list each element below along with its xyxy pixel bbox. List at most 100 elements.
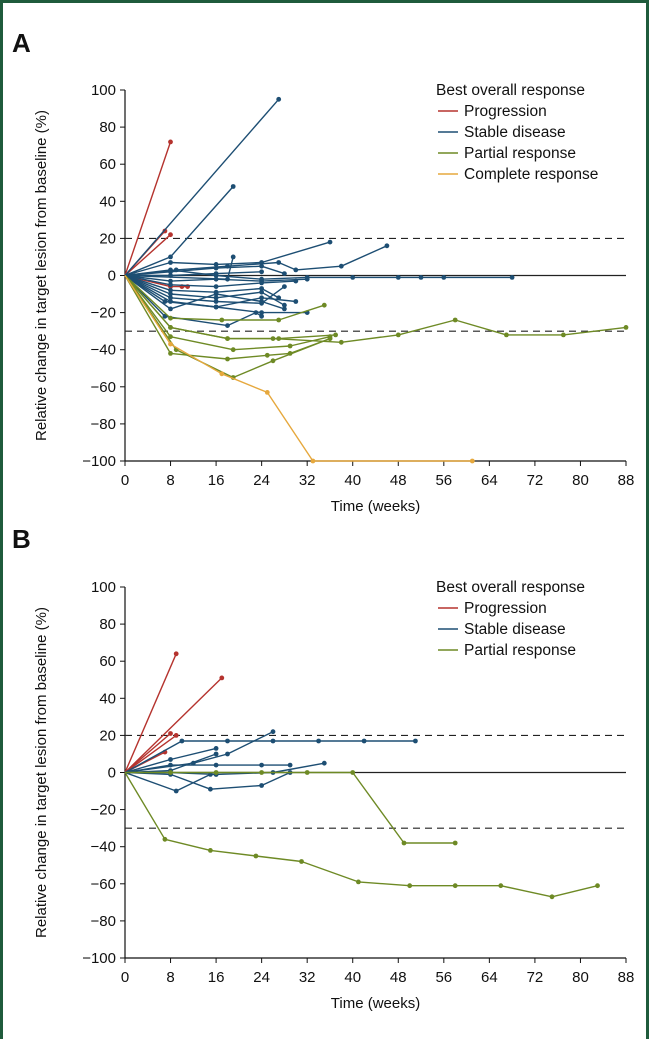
x-tick-label: 16 bbox=[208, 472, 225, 489]
x-tick-label: 64 bbox=[481, 969, 498, 986]
data-point-partial-response bbox=[225, 356, 230, 362]
panel-label-b: B bbox=[12, 524, 31, 554]
y-tick-label: 0 bbox=[108, 268, 116, 285]
y-tick-label: 100 bbox=[91, 579, 116, 596]
legend-label-progression: Progression bbox=[464, 103, 547, 120]
data-point-complete-response bbox=[219, 371, 225, 377]
data-point-partial-response bbox=[168, 325, 173, 330]
data-point-stable-disease bbox=[259, 280, 264, 286]
data-point-partial-response bbox=[333, 332, 338, 338]
y-tick-label: −40 bbox=[91, 342, 116, 359]
data-point-progression bbox=[173, 733, 179, 738]
data-point-stable-disease bbox=[259, 310, 264, 315]
data-point-stable-disease bbox=[168, 278, 173, 284]
data-point-stable-disease bbox=[213, 276, 219, 282]
data-point-stable-disease bbox=[304, 276, 310, 282]
data-point-stable-disease bbox=[441, 275, 447, 280]
data-point-stable-disease bbox=[168, 762, 173, 768]
series-line-stable-disease bbox=[124, 186, 234, 277]
data-point-stable-disease bbox=[259, 295, 264, 301]
series-line-stable-disease bbox=[124, 98, 280, 276]
data-point-stable-disease bbox=[395, 275, 401, 280]
x-tick-label: 0 bbox=[121, 969, 129, 986]
data-point-progression bbox=[168, 232, 173, 238]
data-point-partial-response bbox=[304, 770, 310, 775]
data-point-stable-disease bbox=[259, 313, 264, 319]
data-point-stable-disease bbox=[276, 260, 282, 265]
legend-label-stable-disease: Stable disease bbox=[464, 621, 566, 638]
data-point-partial-response bbox=[623, 325, 629, 330]
data-point-partial-response bbox=[327, 336, 333, 341]
data-point-stable-disease bbox=[270, 738, 276, 744]
data-point-progression bbox=[173, 651, 179, 657]
data-point-complete-response bbox=[310, 458, 316, 464]
data-point-partial-response bbox=[168, 351, 173, 356]
data-point-partial-response bbox=[230, 347, 236, 353]
y-axis-title-b: Relative change in target lesion from ba… bbox=[33, 607, 50, 938]
data-point-stable-disease bbox=[259, 269, 264, 275]
data-point-stable-disease bbox=[509, 275, 515, 280]
series-line-progression bbox=[124, 734, 177, 774]
data-point-stable-disease bbox=[168, 282, 173, 288]
y-tick-label: −100 bbox=[82, 950, 116, 967]
data-point-stable-disease bbox=[259, 762, 264, 768]
data-point-stable-disease bbox=[168, 295, 173, 301]
data-point-stable-disease bbox=[213, 299, 219, 304]
data-point-stable-disease bbox=[213, 751, 219, 757]
data-point-progression bbox=[219, 675, 225, 681]
series-line-complete-response bbox=[124, 275, 473, 462]
data-point-partial-response bbox=[350, 770, 356, 775]
data-point-stable-disease bbox=[270, 729, 276, 735]
x-tick-label: 56 bbox=[435, 472, 452, 489]
data-point-partial-response bbox=[299, 859, 304, 864]
x-tick-label: 32 bbox=[299, 472, 316, 489]
data-point-stable-disease bbox=[213, 746, 219, 751]
data-point-stable-disease bbox=[259, 299, 264, 304]
data-point-stable-disease bbox=[225, 751, 230, 757]
data-point-progression bbox=[168, 731, 173, 736]
data-point-stable-disease bbox=[361, 738, 367, 744]
x-tick-label: 88 bbox=[618, 472, 635, 489]
data-point-partial-response bbox=[452, 317, 458, 323]
data-point-stable-disease bbox=[418, 275, 424, 280]
data-point-partial-response bbox=[168, 315, 173, 321]
x-tick-label: 32 bbox=[299, 969, 316, 986]
data-point-partial-response bbox=[213, 770, 219, 775]
y-tick-label: 20 bbox=[99, 230, 116, 247]
data-point-partial-response bbox=[549, 894, 555, 900]
data-point-partial-response bbox=[259, 770, 264, 775]
x-tick-label: 80 bbox=[572, 472, 589, 489]
data-point-stable-disease bbox=[162, 313, 168, 319]
data-point-partial-response bbox=[321, 302, 327, 308]
data-point-stable-disease bbox=[321, 760, 327, 766]
legend-label-stable-disease: Stable disease bbox=[464, 124, 566, 141]
y-tick-label: 60 bbox=[99, 156, 116, 173]
data-point-stable-disease bbox=[327, 239, 333, 245]
data-point-stable-disease bbox=[213, 265, 219, 271]
x-tick-label: 8 bbox=[166, 472, 174, 489]
series-line-partial-response bbox=[125, 771, 456, 844]
data-point-stable-disease bbox=[282, 302, 287, 308]
data-point-stable-disease bbox=[168, 269, 173, 275]
data-point-stable-disease bbox=[225, 323, 230, 328]
data-point-progression bbox=[168, 139, 173, 145]
data-point-partial-response bbox=[561, 332, 566, 338]
y-tick-label: −60 bbox=[91, 379, 116, 396]
x-tick-label: 72 bbox=[527, 969, 544, 986]
x-tick-label: 72 bbox=[527, 472, 544, 489]
x-tick-label: 80 bbox=[572, 969, 589, 986]
series-line-stable-disease bbox=[124, 731, 274, 774]
y-tick-label: −60 bbox=[91, 876, 116, 893]
data-point-partial-response bbox=[162, 836, 168, 842]
series-line-partial-response bbox=[124, 275, 627, 343]
legend-label-partial-response: Partial response bbox=[464, 642, 576, 659]
legend-title-b: Best overall response bbox=[436, 579, 585, 596]
series-line-progression bbox=[124, 653, 177, 773]
data-point-stable-disease bbox=[259, 286, 264, 291]
x-tick-label: 40 bbox=[344, 969, 361, 986]
y-axis-title-a: Relative change in target lesion from ba… bbox=[33, 110, 50, 441]
data-point-stable-disease bbox=[208, 786, 213, 792]
data-point-progression bbox=[162, 228, 168, 234]
data-point-stable-disease bbox=[213, 762, 219, 768]
data-point-stable-disease bbox=[316, 738, 321, 744]
